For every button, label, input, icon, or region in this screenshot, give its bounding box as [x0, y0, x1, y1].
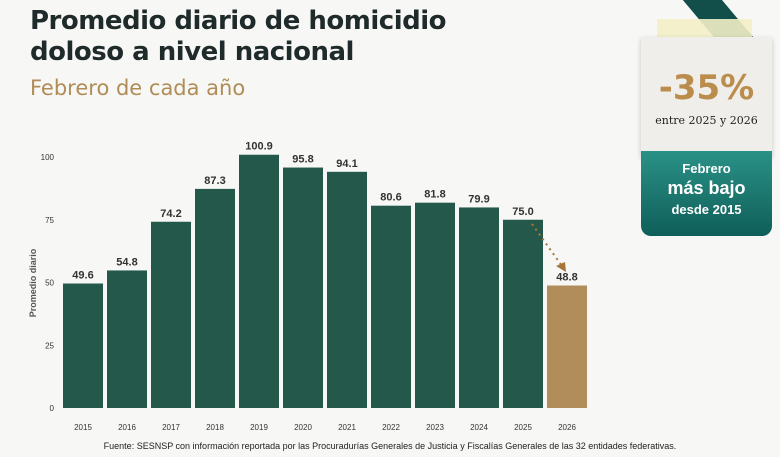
x-tick-label: 2020 — [294, 423, 312, 432]
banner-line2: más bajo — [667, 178, 746, 198]
data-label: 100.9 — [245, 141, 273, 153]
callout-card — [641, 37, 772, 157]
x-tick-label: 2025 — [514, 423, 532, 432]
data-label: 80.6 — [380, 192, 401, 204]
data-label: 81.8 — [424, 189, 445, 201]
bar-2015 — [63, 283, 103, 408]
banner-line1: Febrero — [682, 161, 731, 176]
data-label: 79.9 — [468, 193, 489, 205]
data-label: 74.2 — [160, 208, 181, 220]
x-tick-label: 2026 — [558, 423, 576, 432]
bar-2021 — [327, 171, 367, 408]
bar-2017 — [151, 221, 191, 408]
x-tick-label: 2022 — [382, 423, 400, 432]
banner-line3: desde 2015 — [671, 202, 742, 217]
x-tick-label: 2015 — [74, 423, 92, 432]
x-tick-label: 2023 — [426, 423, 444, 432]
bar-2025 — [503, 219, 543, 408]
bar-2023 — [415, 202, 455, 408]
x-tick-label: 2021 — [338, 423, 356, 432]
bar-2019 — [239, 154, 279, 408]
data-label: 54.8 — [116, 256, 137, 268]
y-axis-label: Promedio diario — [28, 248, 38, 317]
x-tick-label: 2016 — [118, 423, 136, 432]
callout-banner: Febrero más bajo desde 2015 — [641, 151, 772, 236]
data-label: 87.3 — [204, 175, 225, 187]
page-subtitle: Febrero de cada año — [30, 76, 246, 100]
bar-2024 — [459, 207, 499, 408]
arrow-head-icon — [556, 262, 566, 272]
bar-2018 — [195, 188, 235, 408]
bar-2022 — [371, 205, 411, 408]
source-note: Fuente: SESNSP con información reportada… — [103, 441, 677, 451]
percent-period: entre 2025 y 2026 — [655, 114, 758, 127]
data-label: 75.0 — [512, 206, 533, 218]
data-label: 94.1 — [336, 158, 357, 170]
y-tick-label: 0 — [50, 404, 55, 413]
y-tick-label: 75 — [45, 216, 54, 225]
bar-2020 — [283, 167, 323, 408]
x-tick-label: 2018 — [206, 423, 224, 432]
x-tick-label: 2017 — [162, 423, 180, 432]
percent-change: -35% — [658, 68, 755, 108]
trend-arrow — [531, 223, 563, 267]
y-tick-label: 100 — [41, 153, 55, 162]
y-tick-label: 50 — [45, 279, 54, 288]
x-tick-label: 2024 — [470, 423, 488, 432]
x-tick-label: 2019 — [250, 423, 268, 432]
bar-2026 — [547, 285, 587, 408]
data-label: 48.8 — [556, 272, 577, 284]
data-label: 49.6 — [72, 270, 93, 282]
bar-2016 — [107, 270, 147, 408]
data-label: 95.8 — [292, 154, 313, 166]
page-title: Promedio diario de homicidio doloso a niv… — [30, 6, 447, 67]
y-tick-label: 25 — [45, 341, 54, 350]
